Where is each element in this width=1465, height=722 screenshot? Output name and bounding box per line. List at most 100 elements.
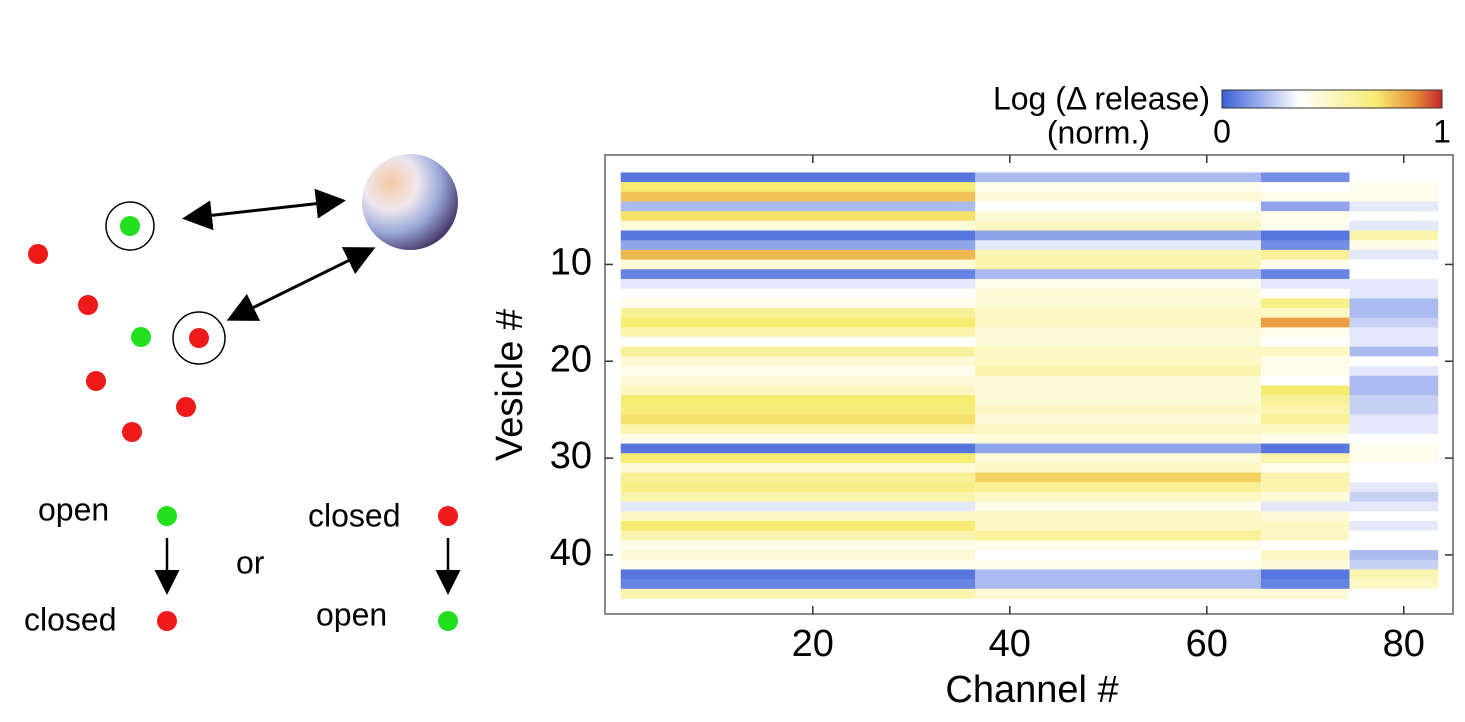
heatmap-cell	[975, 288, 1261, 299]
heatmap-cell	[1260, 433, 1350, 444]
heatmap-cell	[1349, 424, 1439, 435]
heatmap-cell	[975, 588, 1261, 599]
heatmap-cell	[975, 356, 1261, 367]
heatmap-cell	[975, 491, 1261, 502]
heatmap-cell	[975, 220, 1261, 231]
heatmap-cell	[1260, 308, 1350, 318]
heatmap-cell	[1349, 540, 1439, 551]
heatmap-cell	[620, 230, 976, 241]
heatmap-cell	[1260, 569, 1350, 580]
heatmap-cell	[620, 550, 976, 561]
heatmap-cell	[975, 259, 1261, 270]
heatmap-cell	[975, 385, 1261, 396]
heatmap-cell	[975, 249, 1261, 260]
heatmap-cell	[975, 298, 1261, 309]
closed-dot	[122, 422, 142, 442]
heatmap-cell	[620, 579, 976, 590]
heatmap-cell	[620, 472, 976, 483]
heatmap-cell	[620, 182, 976, 193]
heatmap-cell	[1349, 501, 1439, 512]
heatmap-cell	[620, 317, 976, 328]
heatmap-cell	[975, 172, 1261, 183]
arrow	[182, 188, 346, 231]
heatmap-cell	[1260, 521, 1350, 532]
heatmap-cell	[1260, 540, 1350, 551]
heatmap-cell	[620, 211, 976, 222]
heatmap-cell	[1349, 269, 1439, 280]
heatmap-cell	[1260, 278, 1350, 289]
heatmap-cell	[1349, 588, 1439, 599]
heatmap-cell	[1349, 414, 1439, 425]
heatmap-cell	[620, 249, 976, 260]
heatmap-cell	[1260, 211, 1350, 222]
y-axis-label: Vesicle #	[489, 309, 531, 461]
heatmap-cell	[1349, 569, 1439, 580]
heatmap-cell	[620, 530, 976, 541]
heatmap-cell	[975, 230, 1261, 241]
heatmap-cell	[1260, 424, 1350, 435]
heatmap-cell	[1260, 298, 1350, 309]
heatmap-cell	[1349, 346, 1439, 357]
ring	[172, 311, 226, 365]
heatmap-cell	[975, 346, 1261, 357]
closed-dot	[86, 371, 106, 391]
heatmap-cell	[620, 240, 976, 251]
heatmap-cell	[1260, 220, 1350, 231]
heatmap-cell	[1260, 453, 1350, 464]
heatmap-cell	[1260, 501, 1350, 512]
heatmap-cell	[620, 501, 976, 512]
heatmap-cell	[620, 346, 976, 357]
arrow	[226, 247, 376, 321]
x-axis-label: Channel #	[945, 669, 1118, 711]
x-tick-label: 60	[1186, 623, 1228, 665]
heatmap-cell	[620, 404, 976, 415]
heatmap-cell	[975, 278, 1261, 289]
heatmap-cell	[1349, 443, 1439, 454]
heatmap-cell	[1349, 191, 1439, 202]
heatmap-cell	[1349, 404, 1439, 415]
heatmap-cell	[1260, 550, 1350, 561]
heatmap-cell	[620, 201, 976, 212]
heatmap-cell	[620, 521, 976, 532]
open-dot	[120, 216, 140, 236]
heatmap-cell	[1349, 385, 1439, 396]
heatmap-cell	[1260, 443, 1350, 454]
y-tick-label: 40	[550, 532, 592, 574]
heatmap-cell	[1349, 491, 1439, 502]
colorbar-label: Log (Δ release)	[993, 80, 1210, 116]
heatmap-cell	[1349, 172, 1439, 183]
colorbar-tick-label: 0	[1213, 113, 1231, 149]
ring	[105, 201, 155, 251]
heatmap-cell	[1349, 201, 1439, 212]
heatmap-cell	[975, 501, 1261, 512]
label: closed	[308, 497, 401, 533]
heatmap-cell	[975, 511, 1261, 522]
heatmap-cell	[620, 172, 976, 183]
label: or	[236, 544, 265, 580]
closed-dot	[176, 397, 196, 417]
heatmap-cell	[975, 521, 1261, 532]
heatmap-cell	[620, 356, 976, 367]
heatmap-cell	[1349, 230, 1439, 241]
heatmap-cell	[1349, 220, 1439, 231]
y-tick-label: 20	[550, 338, 592, 380]
heatmap-cell	[975, 462, 1261, 473]
y-tick-label: 10	[550, 241, 592, 283]
heatmap-cell	[1260, 288, 1350, 299]
heatmap-cell	[620, 395, 976, 406]
heatmap-cell	[620, 433, 976, 444]
heatmap-cell	[1349, 211, 1439, 222]
heatmap-cell	[1260, 491, 1350, 502]
heatmap-cell	[1260, 588, 1350, 599]
heatmap-cell	[1349, 327, 1439, 338]
heatmap-cell	[1260, 472, 1350, 483]
heatmap-cell	[620, 220, 976, 231]
colorbar-sublabel: (norm.)	[1047, 114, 1150, 150]
heatmap-cell	[1349, 337, 1439, 348]
heatmap-cell	[975, 569, 1261, 580]
heatmap-cell	[620, 588, 976, 599]
heatmap-cell	[1349, 259, 1439, 270]
heatmap-cell	[1349, 579, 1439, 590]
heatmap-cell	[620, 424, 976, 435]
heatmap-cell	[1349, 482, 1439, 493]
